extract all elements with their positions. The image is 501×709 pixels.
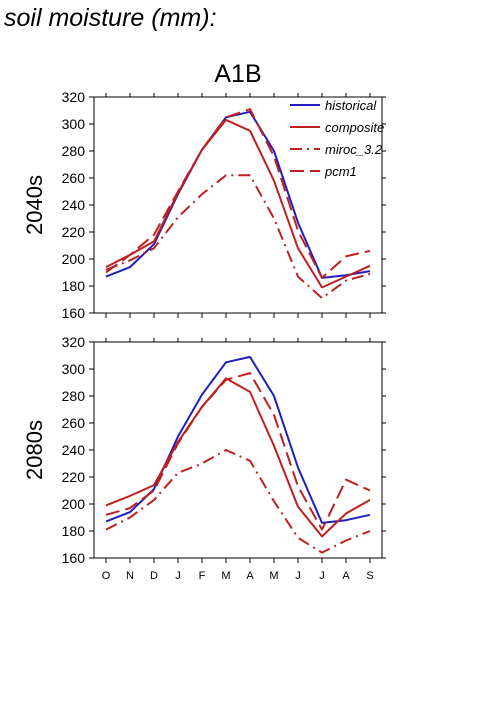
panel-ylabel: 2040s [22, 175, 47, 235]
x-tick-label: F [199, 570, 206, 582]
x-tick-label: J [319, 570, 325, 582]
x-tick-label: O [102, 570, 111, 582]
y-tick-label: 280 [62, 143, 86, 159]
y-tick-label: 240 [62, 442, 86, 458]
legend-label: composite [325, 120, 384, 135]
x-tick-label: S [366, 570, 373, 582]
y-tick-label: 260 [62, 170, 86, 186]
y-tick-label: 220 [62, 469, 86, 485]
panel-2040s: 160 180 200 220 240 260 280 300 320 2040s [22, 89, 386, 321]
legend-label: pcm1 [324, 164, 357, 179]
chart-title: A1B [214, 60, 261, 88]
series-line-pcm1 [105, 372, 371, 531]
x-tick-label: A [342, 570, 350, 582]
panel-frame [93, 341, 383, 559]
series-line-composite [105, 118, 371, 289]
y-tick-label: 300 [62, 361, 86, 377]
x-tick-label: J [295, 570, 301, 582]
series-line-miroc-3-2 [105, 174, 371, 300]
chart-panels: 160 180 200 220 240 260 280 300 320 2040s 160 180 20… [22, 89, 386, 582]
y-tick-label: 300 [62, 116, 86, 132]
x-tick-label: J [175, 570, 181, 582]
series-line-miroc-3-2 [105, 449, 371, 554]
y-tick-label: 260 [62, 415, 86, 431]
x-tick-label: D [150, 570, 158, 582]
y-tick-label: 180 [62, 278, 86, 294]
legend-label: historical [325, 98, 377, 113]
y-tick-label: 160 [62, 305, 86, 321]
y-tick-label: 320 [62, 89, 86, 105]
x-tick-label: A [246, 570, 254, 582]
series-line-historical [105, 355, 371, 524]
y-tick-label: 320 [62, 334, 86, 350]
y-tick-label: 200 [62, 251, 86, 267]
y-tick-label: 240 [62, 197, 86, 213]
y-tick-label: 160 [62, 550, 86, 566]
series-line-composite [105, 377, 371, 538]
panel-ylabel: 2080s [22, 420, 47, 480]
y-tick-label: 200 [62, 496, 86, 512]
x-tick-label: M [269, 570, 278, 582]
panel-2080s: 160 180 200 220 240 260 280 300 320 O N D J F M A M J J A S 2… [22, 334, 386, 582]
chart-legend: historical composite miroc_3.2 pcm1 [290, 98, 384, 179]
x-tick-label: M [221, 570, 230, 582]
legend-label: miroc_3.2 [325, 142, 383, 157]
y-tick-label: 180 [62, 523, 86, 539]
y-tick-label: 280 [62, 388, 86, 404]
page-title: soil moisture (mm): [4, 4, 217, 32]
x-tick-label: N [126, 570, 134, 582]
y-tick-label: 220 [62, 224, 86, 240]
series-line-historical [105, 110, 371, 279]
series-line-pcm1 [105, 108, 371, 279]
